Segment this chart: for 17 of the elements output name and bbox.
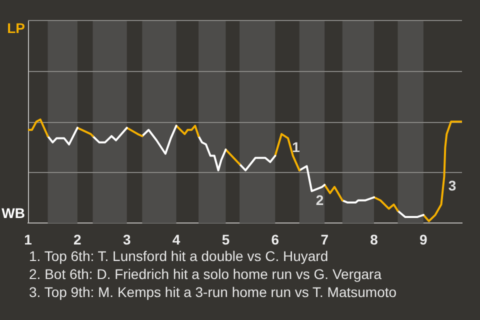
x-tick-label: 8 bbox=[370, 231, 378, 248]
annotation: 2 bbox=[316, 192, 324, 208]
text: WB bbox=[2, 205, 25, 222]
text: 1. Top 6th: T. Lunsford hit a double vs C. Huyard bbox=[29, 247, 330, 265]
x-tick-label: 9 bbox=[420, 231, 428, 248]
annotation: 3 bbox=[448, 177, 456, 194]
x-tick-label: 4 bbox=[172, 231, 180, 248]
text: 3. Top 9th: M. Kemps hit a 3-run home run vs T. Matsumoto bbox=[29, 283, 397, 301]
x-tick-label: 1 bbox=[24, 231, 32, 248]
text: LP bbox=[7, 20, 25, 36]
x-tick-label: 6 bbox=[271, 231, 280, 248]
x-tick-label: 5 bbox=[222, 231, 230, 248]
x-tick-label: 2 bbox=[74, 231, 82, 248]
x-tick-label: 3 bbox=[122, 231, 131, 248]
annotation: 1 bbox=[292, 139, 300, 156]
x-tick-label: 7 bbox=[320, 231, 329, 248]
text: 2. Bot 6th: D. Friedrich hit a solo home run vs G. Vergara bbox=[29, 265, 382, 283]
